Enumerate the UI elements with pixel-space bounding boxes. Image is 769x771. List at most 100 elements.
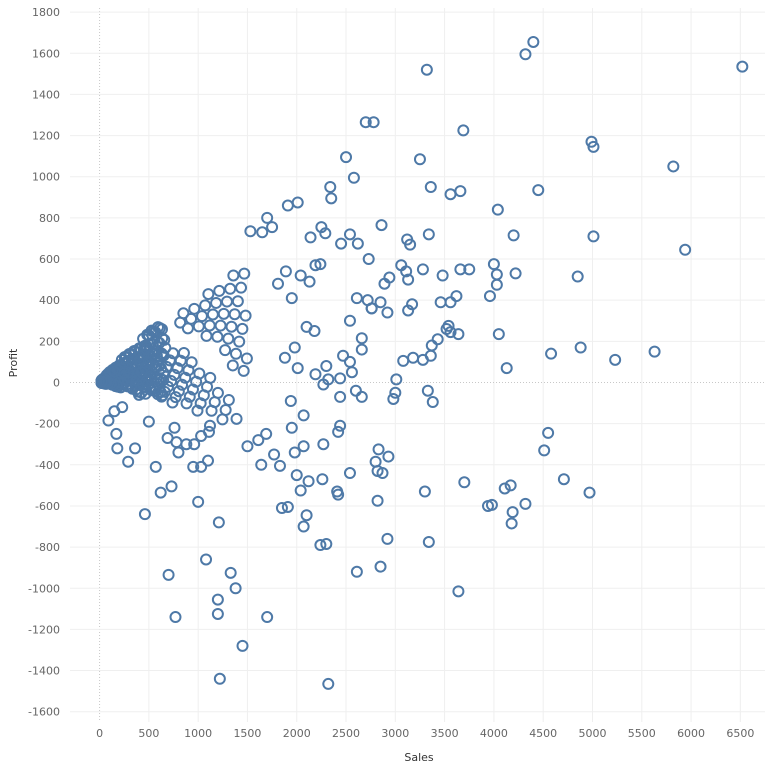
- data-point: [140, 374, 153, 387]
- data-point: [228, 308, 241, 321]
- data-point: [211, 607, 224, 620]
- y-tick-label: 1000: [32, 171, 60, 184]
- data-point: [213, 672, 226, 685]
- x-tick-label: 0: [96, 727, 103, 740]
- data-point: [350, 292, 363, 305]
- data-point: [355, 390, 368, 403]
- data-point: [355, 343, 368, 356]
- data-point: [183, 390, 196, 403]
- data-point: [203, 425, 215, 438]
- data-point: [519, 48, 532, 61]
- data-point: [230, 347, 243, 360]
- data-point: [491, 203, 504, 216]
- y-tick-label: 1800: [32, 6, 60, 19]
- data-point: [609, 353, 622, 366]
- x-tick-label: 4000: [480, 727, 508, 740]
- data-point: [389, 386, 402, 399]
- data-point: [291, 362, 304, 375]
- data-point: [418, 485, 431, 498]
- data-point: [350, 565, 363, 578]
- data-point: [420, 63, 433, 76]
- data-point: [102, 414, 115, 427]
- data-point: [324, 181, 337, 194]
- data-point: [422, 535, 435, 548]
- data-point: [506, 506, 519, 519]
- data-point: [168, 368, 181, 381]
- x-tick-label: 4500: [529, 727, 557, 740]
- data-point: [236, 639, 249, 652]
- y-tick-label: 200: [39, 335, 60, 348]
- data-point: [158, 333, 171, 346]
- data-point: [332, 488, 345, 501]
- data-point: [294, 484, 307, 497]
- data-point: [199, 299, 212, 312]
- y-tick-label: 400: [39, 294, 60, 307]
- x-tick-label: 2500: [332, 727, 360, 740]
- data-point: [161, 432, 174, 445]
- data-point: [381, 306, 394, 319]
- data-point: [343, 314, 356, 327]
- data-point: [147, 381, 160, 394]
- data-point: [498, 482, 511, 495]
- data-point: [390, 373, 403, 386]
- y-tick-label: -1400: [28, 665, 60, 678]
- data-point: [256, 226, 269, 239]
- data-point: [172, 385, 185, 398]
- data-point: [492, 328, 505, 341]
- data-point: [527, 35, 540, 48]
- y-tick-label: -800: [35, 541, 60, 554]
- data-point: [452, 328, 465, 341]
- data-point: [317, 438, 330, 451]
- data-point: [422, 228, 435, 241]
- x-tick-label: 1500: [233, 727, 261, 740]
- data-point: [303, 275, 316, 288]
- data-point: [308, 325, 321, 338]
- data-point: [304, 231, 317, 244]
- data-point: [186, 383, 199, 396]
- data-point: [244, 225, 257, 238]
- x-tick-label: 5500: [628, 727, 656, 740]
- data-point: [450, 290, 463, 303]
- data-point: [294, 269, 307, 282]
- data-point: [149, 460, 162, 473]
- data-point: [261, 211, 274, 224]
- data-point: [133, 388, 146, 401]
- data-point: [736, 60, 749, 73]
- data-point: [222, 394, 235, 407]
- data-point: [374, 296, 387, 309]
- data-point: [458, 476, 471, 489]
- data-point: [571, 270, 584, 283]
- data-point: [129, 442, 142, 455]
- data-point: [211, 330, 224, 343]
- x-tick-label: 6500: [726, 727, 754, 740]
- data-point: [219, 344, 232, 357]
- data-point: [359, 116, 372, 129]
- data-point: [314, 539, 327, 552]
- data-point: [297, 520, 310, 533]
- data-point: [187, 460, 200, 473]
- data-point: [407, 351, 420, 364]
- data-point: [168, 421, 181, 434]
- y-axis-title: Profit: [7, 348, 20, 377]
- data-point: [273, 459, 286, 472]
- data-point: [202, 454, 215, 467]
- x-tick-label: 2000: [283, 727, 311, 740]
- y-tick-label: -400: [35, 459, 60, 472]
- data-point: [297, 440, 310, 453]
- data-point: [335, 237, 348, 250]
- data-point: [454, 185, 467, 198]
- data-point: [195, 460, 208, 473]
- data-point: [509, 267, 522, 280]
- data-point: [322, 677, 335, 690]
- data-point: [679, 243, 692, 256]
- data-point: [290, 469, 303, 482]
- data-point: [110, 427, 123, 440]
- data-point: [288, 341, 301, 354]
- data-point: [320, 360, 333, 373]
- data-point: [203, 419, 216, 432]
- data-point: [483, 290, 496, 303]
- data-point: [241, 440, 254, 453]
- data-point: [210, 296, 223, 309]
- data-point: [402, 273, 415, 286]
- data-point: [236, 322, 249, 335]
